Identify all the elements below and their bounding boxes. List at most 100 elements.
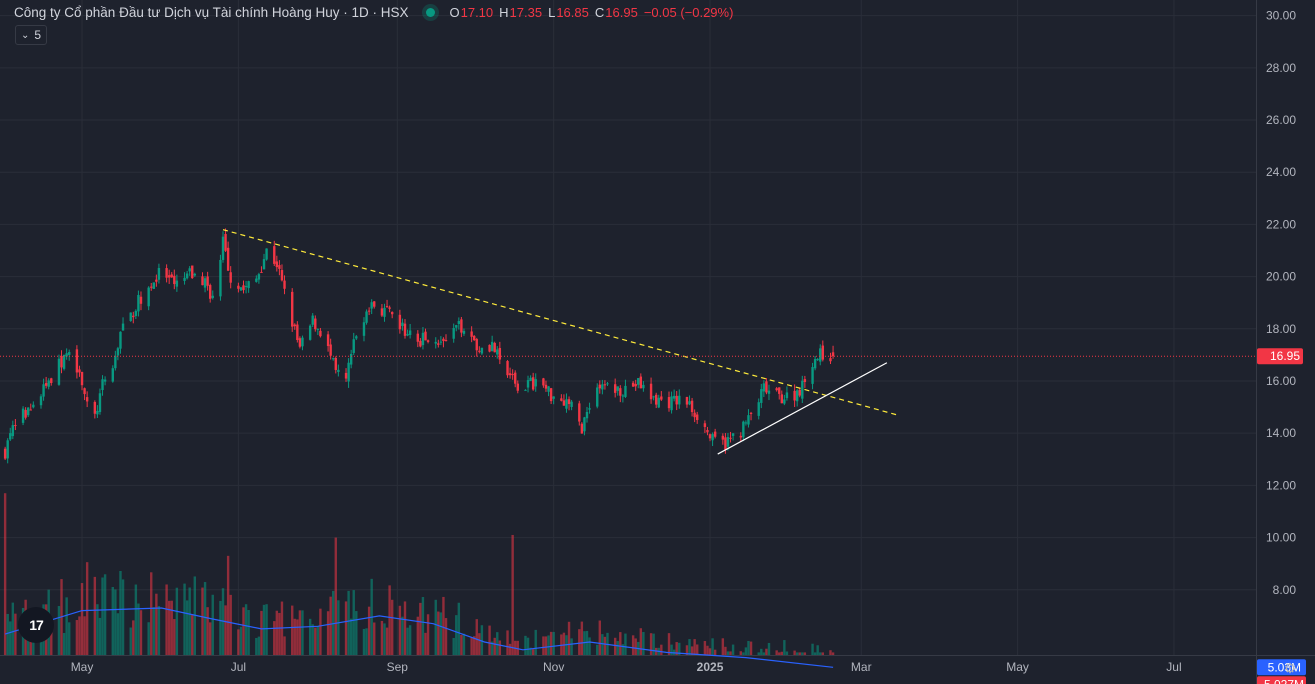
candle-body <box>685 396 689 405</box>
volume-bar <box>742 652 745 655</box>
candle-body <box>247 281 250 289</box>
candle-body <box>511 374 514 376</box>
candle-body <box>401 322 404 326</box>
candle-body <box>493 343 496 353</box>
volume-bar <box>529 647 532 655</box>
candle-body <box>544 384 548 389</box>
volume-bar <box>542 636 545 655</box>
candle-body <box>706 429 709 433</box>
candle-body <box>462 330 466 334</box>
volume-bar <box>744 647 748 655</box>
candle-body <box>257 274 261 280</box>
volume-bar <box>116 613 120 655</box>
volume-bar <box>424 632 427 655</box>
candle-body <box>155 279 158 282</box>
candle-body <box>152 282 155 289</box>
volume-bar <box>183 583 186 655</box>
volume-bar <box>639 628 643 655</box>
volume-bar <box>631 635 635 655</box>
candle-body <box>724 437 727 450</box>
candle-body <box>3 448 7 459</box>
uptrend-line <box>717 362 888 455</box>
volume-bar <box>173 619 176 655</box>
candle-body <box>129 312 132 321</box>
volume-bar <box>696 644 699 655</box>
volume-bar <box>437 611 440 655</box>
candle-body <box>101 379 104 391</box>
candle-body <box>24 409 27 418</box>
candle-body <box>39 396 43 406</box>
volume-bar <box>208 622 212 655</box>
candle-body <box>242 285 245 291</box>
ohlc-low-value: 16.85 <box>556 4 589 20</box>
candle-body <box>139 296 143 304</box>
candle-body <box>439 341 443 343</box>
volume-bar <box>549 631 553 655</box>
volume-bar <box>96 604 99 655</box>
volume-bar <box>329 596 332 655</box>
candle-body <box>201 276 204 286</box>
volume-bar <box>601 634 604 655</box>
candle-body <box>114 355 117 369</box>
candle-body <box>314 318 317 330</box>
gear-icon[interactable]: ⚙ <box>1283 660 1297 676</box>
candle-body <box>388 307 391 309</box>
volume-bar <box>57 606 61 655</box>
candle-body <box>42 384 45 397</box>
volume-bar <box>729 651 732 655</box>
volume-bar <box>401 616 404 655</box>
volume-bar <box>624 633 627 655</box>
candle-body <box>821 345 825 360</box>
volume-bar <box>434 599 437 655</box>
candle-body <box>549 388 553 402</box>
volume-bar <box>191 615 194 655</box>
candle-body <box>301 337 304 347</box>
candle-body <box>365 311 368 323</box>
symbol-title[interactable]: Công ty Cổ phần Đầu tư Dịch vụ Tài chính… <box>14 4 409 20</box>
candle-body <box>601 384 604 390</box>
candle-body <box>670 396 673 411</box>
volume-bar <box>308 618 312 655</box>
ohlc-high-value: 17.35 <box>509 4 543 20</box>
candle-body <box>711 434 714 441</box>
candle-body <box>749 412 753 414</box>
volume-bar <box>293 618 296 655</box>
candle-body <box>721 435 725 440</box>
volume-bar <box>103 574 107 655</box>
volume-bar <box>373 622 376 655</box>
candle-body <box>637 378 640 385</box>
volume-bar <box>724 646 727 655</box>
volume-bar <box>798 652 801 655</box>
y-tick-label: 14.00 <box>1266 426 1296 440</box>
candle-body <box>224 234 227 251</box>
volume-bar <box>580 621 584 655</box>
volume-bar <box>229 594 232 655</box>
candle-body <box>308 325 312 340</box>
volume-bar <box>419 602 422 655</box>
candle-body <box>560 398 563 401</box>
candle-body <box>75 349 79 373</box>
ohlc-open-label: O <box>449 4 460 20</box>
volume-bar <box>660 644 663 655</box>
volume-bar <box>552 631 555 655</box>
volume-bar <box>403 601 407 655</box>
volume-bar <box>785 651 789 655</box>
candle-body <box>639 376 643 389</box>
candle-body <box>524 389 527 391</box>
candle-body <box>526 380 530 388</box>
tradingview-logo[interactable]: 17 <box>18 607 54 643</box>
volume-bar <box>562 632 566 655</box>
chevron-down-icon: ⌄ <box>21 29 30 41</box>
volume-bar <box>93 576 97 655</box>
candle-body <box>111 368 114 382</box>
candle-body <box>78 369 81 373</box>
volume-bar <box>6 613 9 655</box>
volume-bar <box>62 632 66 655</box>
volume-toggle-button[interactable]: ⌄ 5 <box>15 25 48 45</box>
volume-bar <box>175 587 179 655</box>
candle-body <box>85 397 89 402</box>
candle-body <box>390 312 394 315</box>
ohlc-high-label: H <box>499 4 509 20</box>
